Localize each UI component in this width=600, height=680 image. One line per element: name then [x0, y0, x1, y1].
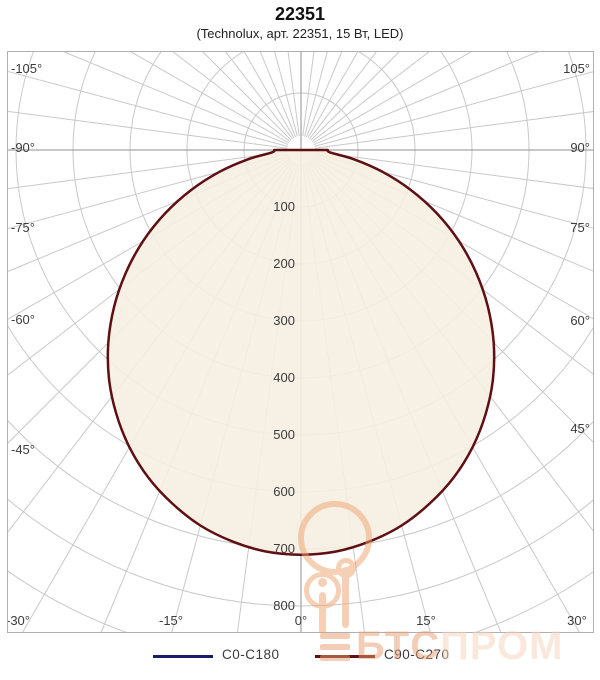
legend-label-c90-c270: C90-C270	[384, 647, 450, 662]
page-subtitle: (Technolux, арт. 22351, 15 Вт, LED)	[196, 26, 404, 41]
chart-legend: C0-C180 C90-C270	[0, 644, 600, 674]
page-title: 22351	[274, 4, 326, 24]
angle-label-left: -90°	[11, 140, 35, 155]
legend-line-c0-c180	[153, 655, 213, 658]
radial-tick-label: 500	[273, 427, 295, 442]
radial-tick-label: 600	[273, 484, 295, 499]
radial-tick-label: 300	[273, 313, 295, 328]
angle-label-right: 75°	[570, 220, 590, 235]
angle-label-bottom: 30°	[567, 613, 587, 628]
angle-label-left: -45°	[11, 442, 35, 457]
radial-tick-label: 700	[273, 541, 295, 556]
angle-label-left: -75°	[11, 220, 35, 235]
legend-line-c90-c270	[315, 655, 375, 658]
angle-label-left: -60°	[11, 312, 35, 327]
angle-label-bottom: 15°	[416, 613, 436, 628]
photometric-polar-chart: 100 200 300 400 500 600 700 800 -105° -90° -75° -60…	[8, 52, 593, 632]
angle-label-right: 105°	[563, 61, 590, 76]
angle-label-right: 45°	[570, 421, 590, 436]
angle-label-right: 90°	[570, 140, 590, 155]
legend-label-c0-c180: C0-C180	[222, 647, 280, 662]
angle-label-bottom: -15°	[159, 613, 183, 628]
angle-label-bottom: -30°	[8, 613, 30, 628]
chart-labels: 100 200 300 400 500 600 700 800 -105° -90° -75° -60…	[8, 61, 590, 628]
angle-label-bottom: 0°	[295, 613, 307, 628]
polar-chart-frame: 100 200 300 400 500 600 700 800 -105° -90° -75° -60…	[7, 51, 594, 633]
curve-C90-C270	[106, 148, 496, 556]
angle-label-right: 60°	[570, 313, 590, 328]
radial-tick-label: 800	[273, 598, 295, 613]
radial-tick-label: 400	[273, 370, 295, 385]
radial-tick-label: 200	[273, 256, 295, 271]
radial-tick-label: 100	[273, 199, 295, 214]
angle-label-left: -105°	[11, 61, 42, 76]
